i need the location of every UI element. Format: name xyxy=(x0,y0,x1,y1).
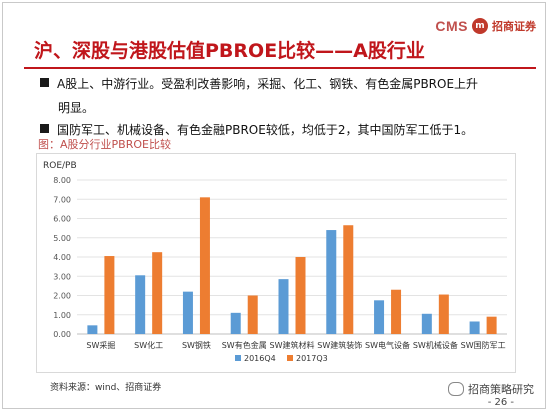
bar-2016Q4 xyxy=(469,321,480,334)
bullet-square-icon xyxy=(40,124,49,133)
figure-caption: 图：A股分行业PBROE比较 xyxy=(38,138,171,151)
slide-border xyxy=(2,2,546,409)
x-tick-label: SW建筑装饰 xyxy=(317,340,362,350)
wechat-icon xyxy=(448,382,464,396)
x-tick-label: SW化工 xyxy=(134,340,163,350)
watermark-text: 招商策略研究 xyxy=(468,383,534,396)
y-tick-label: 4.00 xyxy=(53,253,71,262)
y-tick-label: 1.00 xyxy=(53,311,71,320)
bar-2017Q3 xyxy=(438,294,449,334)
bullet-1-line2: 明显。 xyxy=(58,101,95,115)
page-number: - 26 - xyxy=(487,397,514,408)
bar-2017Q3 xyxy=(152,252,163,334)
x-tick-label: SW钢铁 xyxy=(182,340,211,350)
bar-chart: ROE/PB 0.00 1.00 2.00 3.00 4.00 5.00 6.00 7.00 8.… xyxy=(43,161,507,363)
source-note: 资料来源：wind、招商证券 xyxy=(50,383,162,393)
bar-2016Q4 xyxy=(87,325,98,334)
logo-text: CMS xyxy=(435,18,468,34)
bullet-1: A股上、中游行业。受盈利改善影响，采掘、化工、钢铁、有色金属PBROE上升 xyxy=(40,73,478,95)
y-axis-label: ROE/PB xyxy=(43,161,77,171)
legend-label: 2016Q4 xyxy=(244,354,276,363)
legend-label: 2017Q3 xyxy=(296,354,328,363)
bar-2017Q3 xyxy=(247,295,258,334)
logo-mark-icon: m xyxy=(472,18,488,34)
chart-frame: ROE/PB 0.00 1.00 2.00 3.00 4.00 5.00 6.00 7.00 8.… xyxy=(36,153,516,373)
bar-2016Q4 xyxy=(230,312,241,334)
bar-2016Q4 xyxy=(374,300,385,334)
bar-2016Q4 xyxy=(421,313,432,334)
x-tick-label: SW机械设备 xyxy=(413,340,458,350)
bar-2017Q3 xyxy=(199,197,210,334)
y-tick-label: 3.00 xyxy=(53,272,71,281)
watermark: 招商策略研究 xyxy=(448,381,534,397)
y-tick-label: 7.00 xyxy=(53,195,71,204)
logo-cn-text: 招商证券 xyxy=(492,20,536,33)
bar-2017Q3 xyxy=(391,289,402,334)
y-tick-label: 2.00 xyxy=(53,292,71,301)
bullet-1-line1: A股上、中游行业。受盈利改善影响，采掘、化工、钢铁、有色金属PBROE上升 xyxy=(57,77,479,91)
y-tick-label: 8.00 xyxy=(53,176,71,185)
y-tick-label: 6.00 xyxy=(53,215,71,224)
bar-2017Q3 xyxy=(104,256,115,334)
bar-2016Q4 xyxy=(135,275,146,334)
x-tick-label: SW采掘 xyxy=(86,340,115,350)
legend-swatch xyxy=(287,355,293,361)
bar-2017Q3 xyxy=(295,257,306,334)
bullet-2-line1: 国防军工、机械设备、有色金融PBROE较低，均低于2，其中国防军工低于1。 xyxy=(57,123,474,137)
x-tick-label: SW电气设备 xyxy=(365,340,410,350)
bullet-square-icon xyxy=(40,78,49,87)
slide-title: 沪、深股与港股估值PBROE比较——A股行业 xyxy=(34,40,425,62)
bar-2016Q4 xyxy=(182,291,193,334)
bar-2016Q4 xyxy=(278,279,289,334)
company-logo: CMS m 招商证券 xyxy=(435,18,536,34)
y-tick-label: 5.00 xyxy=(53,234,71,243)
x-tick-label: SW建筑材料 xyxy=(270,340,315,350)
x-tick-label: SW有色金属 xyxy=(222,340,267,350)
bar-2016Q4 xyxy=(326,230,337,334)
bullet-2: 国防军工、机械设备、有色金融PBROE较低，均低于2，其中国防军工低于1。 xyxy=(40,119,473,141)
legend-swatch xyxy=(235,355,241,361)
x-tick-label: SW国防军工 xyxy=(461,340,506,350)
bar-2017Q3 xyxy=(343,225,354,334)
bar-2017Q3 xyxy=(486,316,497,334)
y-tick-label: 0.00 xyxy=(53,330,71,339)
title-underline xyxy=(24,67,536,69)
